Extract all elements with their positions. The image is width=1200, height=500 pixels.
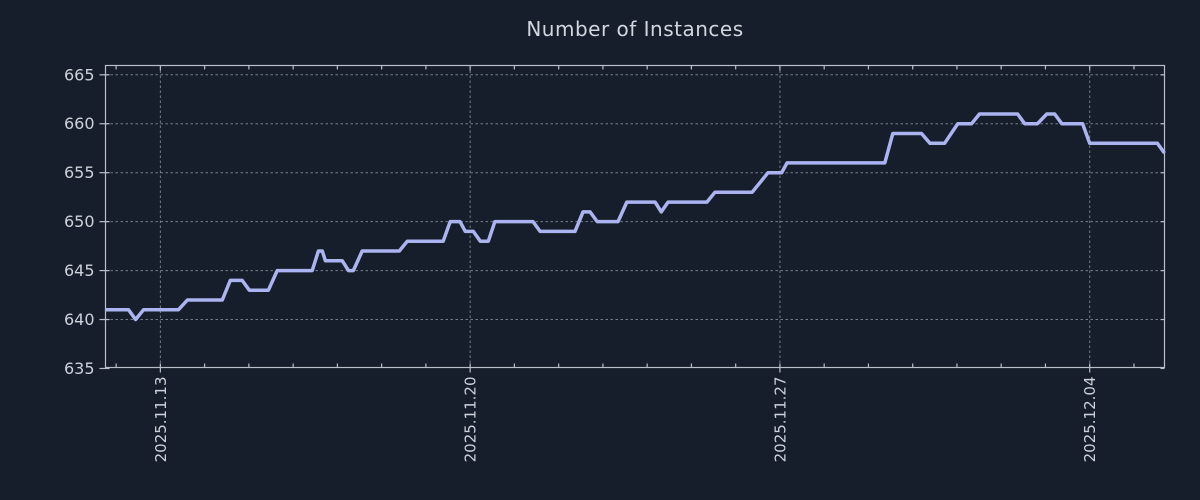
chart-title: Number of Instances (526, 17, 744, 41)
svg-text:635: 635 (64, 359, 95, 378)
svg-text:665: 665 (64, 65, 95, 84)
svg-text:645: 645 (64, 261, 95, 280)
svg-text:650: 650 (64, 212, 95, 231)
svg-text:655: 655 (64, 163, 95, 182)
svg-text:2025.12.04: 2025.12.04 (1081, 377, 1099, 463)
svg-text:2025.11.13: 2025.11.13 (152, 377, 170, 463)
svg-text:660: 660 (64, 114, 95, 133)
svg-text:2025.11.27: 2025.11.27 (771, 377, 789, 463)
svg-text:640: 640 (64, 310, 95, 329)
svg-text:2025.11.20: 2025.11.20 (462, 377, 480, 463)
